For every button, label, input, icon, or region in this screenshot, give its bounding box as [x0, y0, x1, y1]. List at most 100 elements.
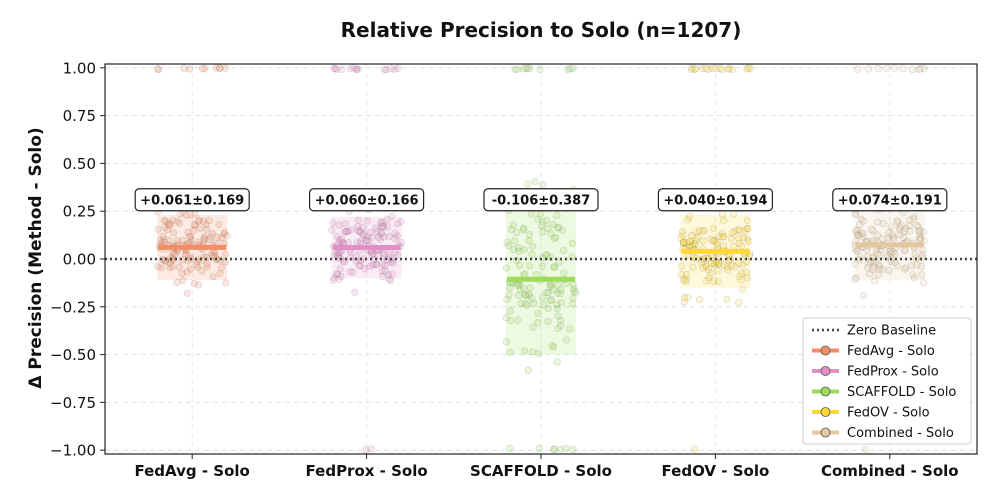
data-point: [335, 221, 343, 229]
data-point: [553, 289, 562, 297]
data-point: [344, 227, 353, 235]
data-point: [515, 281, 523, 289]
data-point: [359, 231, 367, 239]
data-point: [546, 296, 554, 305]
data-point: [556, 290, 565, 298]
data-point: [528, 243, 537, 251]
data-point: [165, 222, 173, 230]
data-point: [217, 234, 225, 242]
data-point: [200, 217, 208, 225]
data-point: [890, 64, 899, 72]
data-point: [520, 347, 529, 355]
data-point: [864, 259, 872, 267]
data-point: [525, 237, 533, 245]
data-point: [529, 348, 537, 356]
data-point: [534, 309, 542, 318]
data-point: [528, 250, 536, 258]
data-point: [373, 260, 381, 269]
data-point: [914, 223, 923, 231]
data-point: [506, 348, 514, 357]
data-point: [906, 227, 914, 235]
data-point: [183, 251, 191, 259]
data-point: [896, 225, 904, 233]
data-point: [735, 239, 743, 247]
data-point: [869, 265, 877, 274]
data-point: [745, 237, 753, 245]
data-point: [691, 65, 699, 74]
data-point: [190, 221, 198, 229]
data-point: [536, 210, 544, 218]
data-point: [191, 210, 199, 218]
data-point: [394, 220, 402, 228]
data-point: [864, 65, 873, 73]
data-point: [866, 270, 874, 278]
data-point: [557, 286, 565, 294]
data-point: [900, 227, 908, 236]
y-tick-label: −0.75: [50, 394, 96, 412]
data-point: [699, 227, 707, 235]
data-point: [557, 299, 566, 307]
data-point: [536, 65, 544, 73]
data-point: [677, 262, 686, 270]
data-point: [746, 64, 754, 72]
data-point: [699, 237, 707, 245]
data-point: [710, 260, 719, 268]
data-point: [222, 279, 230, 287]
data-point: [916, 234, 925, 242]
data-point: [330, 274, 338, 282]
legend-swatch-marker: [820, 407, 831, 417]
data-point: [362, 446, 370, 454]
data-point: [365, 237, 373, 245]
data-point: [707, 235, 715, 243]
data-point: [380, 252, 388, 260]
legend: Zero Baseline FedAvg - Solo FedProx - Solo…: [802, 317, 972, 445]
data-point: [205, 235, 213, 243]
data-point: [549, 343, 558, 351]
data-point: [855, 221, 864, 229]
data-point: [743, 224, 751, 232]
data-point: [723, 263, 731, 271]
data-point: [680, 294, 689, 302]
data-point: [334, 270, 342, 278]
data-point: [337, 273, 345, 281]
data-point: [554, 324, 562, 333]
data-point: [558, 226, 567, 235]
data-point: [328, 226, 336, 234]
data-point: [889, 233, 897, 241]
data-point: [191, 221, 199, 229]
data-point: [173, 278, 181, 287]
data-point: [896, 231, 904, 239]
data-point: [187, 233, 195, 241]
data-point: [852, 274, 860, 282]
data-point: [708, 64, 716, 73]
data-point: [517, 299, 525, 308]
data-point: [559, 246, 568, 254]
data-point: [180, 64, 188, 73]
data-point: [682, 270, 691, 279]
data-point: [859, 217, 867, 225]
data-point: [502, 338, 510, 346]
chart-title: Relative Precision to Solo (n=1207): [341, 18, 742, 42]
data-point: [867, 225, 876, 233]
data-point: [743, 65, 751, 73]
data-point: [190, 227, 198, 235]
data-point: [166, 220, 175, 228]
y-tick-label: 1.00: [63, 59, 96, 77]
data-point: [221, 228, 229, 237]
data-point: [688, 64, 696, 72]
data-point: [161, 223, 169, 232]
data-point: [354, 223, 362, 231]
data-point: [366, 262, 374, 271]
data-point: [513, 65, 521, 73]
data-point: [735, 273, 744, 281]
data-point: [174, 217, 182, 226]
data-point: [858, 233, 866, 241]
data-point: [711, 64, 720, 73]
data-point: [735, 234, 743, 243]
data-point: [520, 246, 528, 254]
data-point: [720, 242, 728, 250]
data-point: [330, 250, 338, 258]
data-point: [200, 234, 208, 243]
legend-swatch-marker: [820, 345, 831, 356]
